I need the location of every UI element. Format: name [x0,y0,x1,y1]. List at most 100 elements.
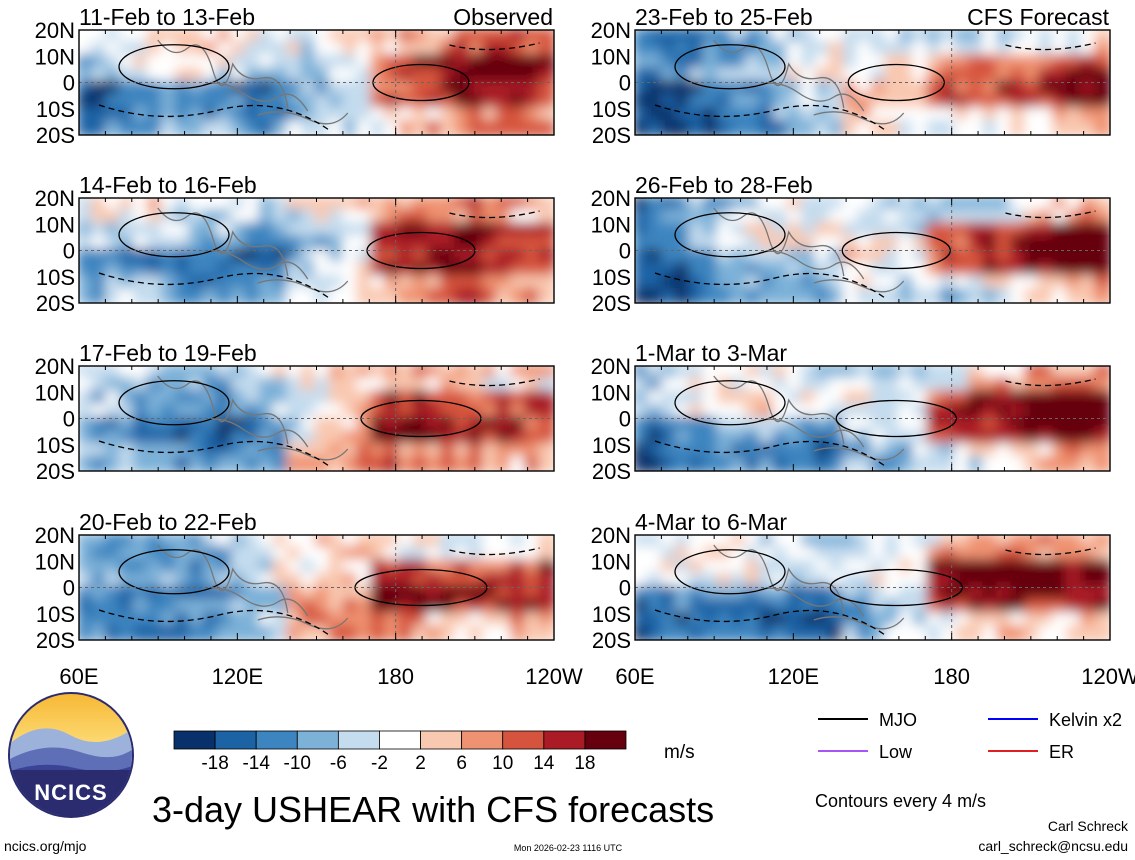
shear-field [79,30,554,135]
panel-date-label: 1-Mar to 3-Mar [635,340,787,366]
colorbar-swatch [420,730,463,750]
lat-tick-label: 20N [35,186,75,211]
lat-tick-label: 20N [591,186,631,211]
colorbar-swatch [584,730,627,750]
panel-right-0: 23-Feb to 25-Feb CFS Forecast 20N10N010S20… [591,4,1111,148]
shear-field [635,535,1110,640]
shear-field [635,366,1110,471]
timestamp: Mon 2026-02-23 1116 UTC [514,843,623,853]
lat-tick-label: 20S [36,459,75,484]
colorbar-swatch [543,730,586,750]
colorbar-swatch [173,730,216,750]
shear-field [635,30,1110,135]
author: Carl Schreck [1048,818,1129,834]
lat-tick-label: 10N [591,44,631,69]
logo-text: NCICS [34,780,107,805]
colorbar-swatch [502,730,545,750]
colorbar-label: -18 [201,753,228,774]
panel-date-label: 26-Feb to 28-Feb [635,172,813,198]
lat-tick-label: 20S [592,291,631,316]
main-title: 3-day USHEAR with CFS forecasts [152,789,714,830]
lat-tick-label: 10N [591,212,631,237]
mjo-contours [654,42,1096,131]
legend-label: Kelvin x2 [1049,710,1122,730]
lat-tick-label: 10S [592,602,631,627]
lat-tick-label: 0 [619,239,631,264]
mjo-contours [654,210,1096,299]
coastlines [157,207,349,293]
lat-tick-label: 10S [592,265,631,290]
mjo-contours [654,378,1096,467]
panel-date-label: 4-Mar to 6-Mar [635,509,787,535]
coastlines [713,39,905,125]
colorbar-swatch [337,730,380,750]
lat-tick-label: 10S [36,433,75,458]
lat-tick-label: 20S [36,291,75,316]
lat-tick-label: 10N [35,44,75,69]
lat-tick-label: 20S [592,459,631,484]
lat-tick-label: 10S [36,97,75,122]
colorbar-swatch [214,730,257,750]
lat-tick-label: 20S [36,123,75,148]
lat-tick-label: 10S [592,433,631,458]
coastlines [157,375,349,461]
legend: MJO Kelvin x2 Low ER [818,710,1122,762]
lon-tick-label: 180 [377,664,414,689]
colorbar-label: 2 [415,753,426,774]
shear-field [79,535,554,640]
lat-tick-label: 0 [63,239,75,264]
lon-tick-label: 180 [933,664,970,689]
lat-tick-label: 20N [591,523,631,548]
site-url[interactable]: ncics.org/mjo [4,838,87,854]
colorbar-swatch [461,730,504,750]
legend-label: Low [879,742,913,762]
lat-tick-label: 0 [619,71,631,96]
lon-tick-label: 120E [212,664,263,689]
lat-tick-label: 0 [619,407,631,432]
panel-date-label: 23-Feb to 25-Feb [635,4,813,30]
lat-tick-label: 10N [591,549,631,574]
lat-tick-label: 0 [63,576,75,601]
lat-tick-label: 20S [592,123,631,148]
lat-tick-label: 10N [35,212,75,237]
lat-tick-label: 10N [35,380,75,405]
panel-date-label: 14-Feb to 16-Feb [79,172,257,198]
shear-field [79,366,554,471]
lat-tick-label: 20S [36,628,75,653]
coastlines [157,39,349,125]
lat-tick-label: 10N [35,549,75,574]
lat-tick-label: 20N [35,354,75,379]
mjo-contours [654,547,1096,636]
colorbar-swatch [379,730,421,750]
lon-tick-label: 60E [59,664,98,689]
colorbar-label: 14 [533,753,555,774]
panel-date-label: 11-Feb to 13-Feb [79,4,255,30]
colorbar-label: 10 [492,753,513,774]
panel-source-tag: CFS Forecast [967,4,1109,30]
email[interactable]: carl_schreck@ncsu.edu [978,838,1128,854]
panel-date-label: 20-Feb to 22-Feb [79,509,257,535]
colorbar-label: -10 [284,753,311,774]
coastlines [157,544,349,630]
lat-tick-label: 20N [35,18,75,43]
lat-tick-label: 10S [592,97,631,122]
lon-tick-label: 120W [1081,664,1135,689]
shear-field [79,198,554,303]
colorbar-label: -6 [330,753,347,774]
lat-tick-label: 10S [36,602,75,627]
lat-tick-label: 0 [619,576,631,601]
colorbar-swatch [255,730,298,750]
lat-tick-label: 0 [63,407,75,432]
lon-tick-label: 120E [768,664,819,689]
ncics-logo: NCICS [8,692,134,818]
colorbar-label: 18 [574,753,595,774]
panel-date-label: 17-Feb to 19-Feb [79,340,257,366]
